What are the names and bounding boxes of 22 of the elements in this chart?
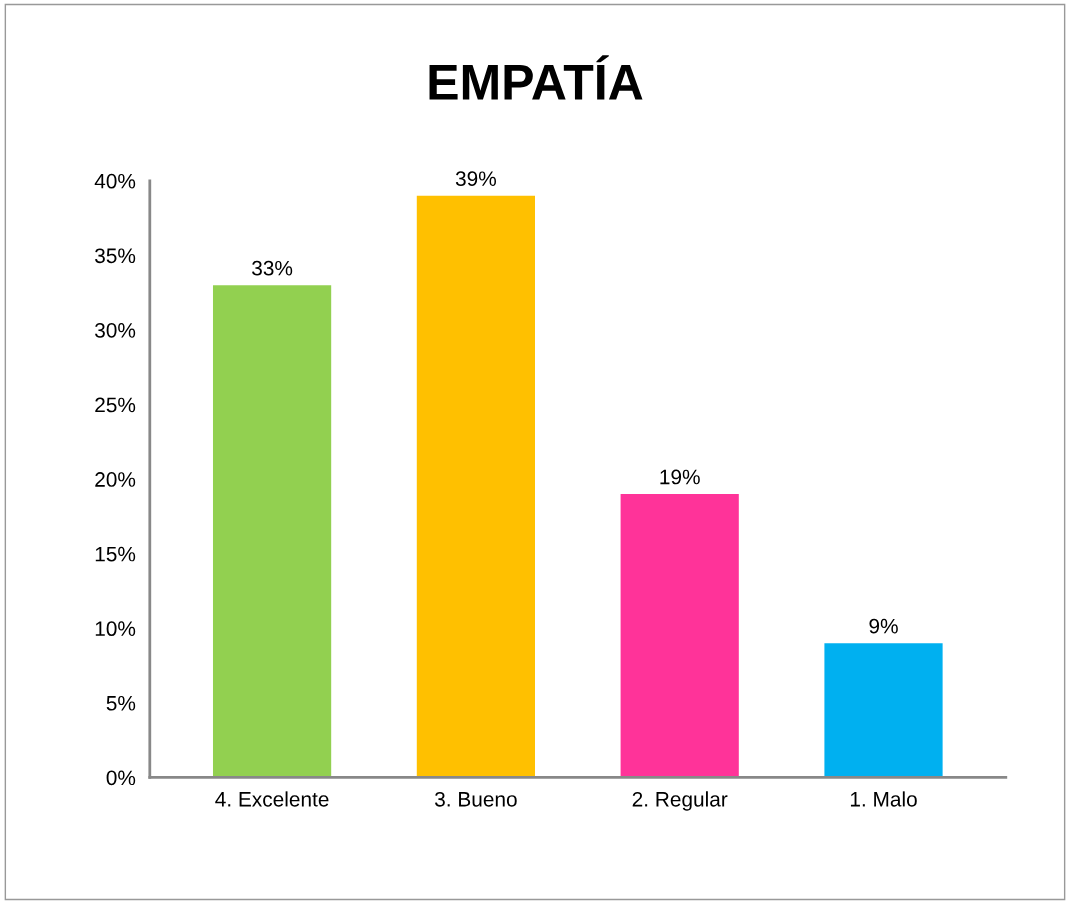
y-tick-label: 40%: [94, 173, 136, 189]
y-tick-label: 25%: [95, 397, 136, 413]
bar: [824, 643, 943, 778]
bar: [212, 285, 332, 778]
y-tick-label: 0%: [106, 770, 136, 786]
y-tick-label: 15%: [95, 546, 136, 562]
y-tick-label: 10%: [95, 621, 136, 637]
x-tick-label: 1. Malo: [850, 791, 917, 807]
x-tick-label: 3. Bueno: [434, 791, 517, 807]
data-label: 19%: [660, 469, 700, 485]
chart-title: EMPATÍA: [429, 55, 643, 100]
x-tick-label: 2. Regular: [632, 791, 728, 811]
bar: [416, 195, 535, 778]
data-label: 33%: [252, 260, 293, 276]
y-tick-label: 20%: [95, 472, 136, 487]
data-label: 9%: [869, 618, 898, 634]
y-tick-label: 5%: [106, 695, 136, 711]
bar: [620, 494, 739, 778]
x-tick-label: 4. Excelente: [215, 791, 329, 807]
y-tick-label: 35%: [95, 248, 136, 264]
data-label: 39%: [455, 171, 496, 187]
y-tick-label: 30%: [95, 322, 136, 338]
